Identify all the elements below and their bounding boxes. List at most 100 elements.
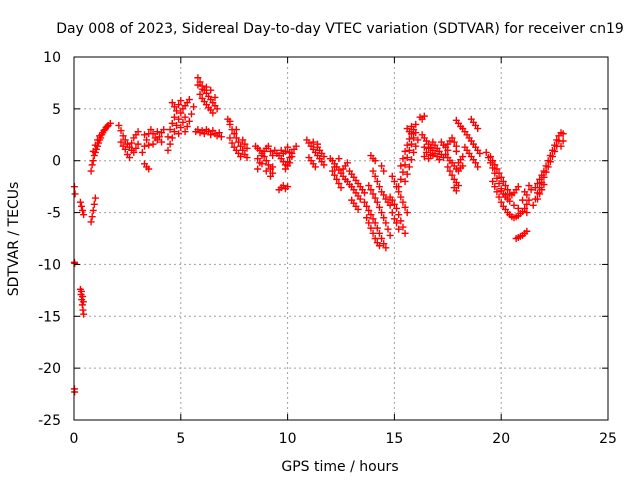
data-point bbox=[288, 153, 296, 161]
data-point bbox=[386, 231, 394, 239]
data-point bbox=[367, 186, 375, 194]
data-point bbox=[243, 144, 251, 152]
data-point bbox=[103, 122, 111, 130]
data-point bbox=[164, 146, 172, 154]
data-point bbox=[335, 155, 343, 163]
data-point bbox=[143, 136, 151, 144]
data-point bbox=[239, 136, 247, 144]
data-point bbox=[175, 130, 183, 138]
data-point bbox=[367, 211, 375, 219]
data-point bbox=[77, 287, 85, 295]
data-point bbox=[401, 203, 409, 211]
data-point bbox=[420, 112, 428, 120]
data-point bbox=[534, 180, 542, 188]
data-point bbox=[544, 157, 552, 165]
data-point bbox=[314, 140, 322, 148]
data-point bbox=[407, 140, 415, 148]
data-point bbox=[523, 209, 531, 217]
data-point bbox=[523, 200, 531, 208]
data-point bbox=[215, 129, 223, 137]
data-point bbox=[88, 161, 96, 169]
data-point bbox=[87, 167, 95, 175]
data-point bbox=[88, 213, 96, 221]
data-point bbox=[158, 138, 166, 146]
data-point bbox=[207, 131, 215, 139]
data-point bbox=[185, 96, 193, 104]
data-point bbox=[354, 205, 362, 213]
data-point bbox=[452, 147, 460, 155]
y-tick-label: -10 bbox=[38, 257, 61, 273]
data-point bbox=[403, 209, 411, 217]
data-point bbox=[491, 161, 499, 169]
data-point bbox=[369, 190, 377, 198]
data-point bbox=[407, 122, 415, 130]
y-tick-label: -15 bbox=[38, 309, 61, 325]
data-point bbox=[267, 172, 275, 180]
data-point bbox=[365, 182, 373, 190]
data-point bbox=[395, 225, 403, 233]
data-point bbox=[181, 113, 189, 121]
data-point bbox=[393, 219, 401, 227]
data-point bbox=[523, 227, 531, 235]
data-point bbox=[474, 125, 482, 133]
data-point bbox=[514, 183, 522, 191]
data-point bbox=[521, 188, 529, 196]
grid-lines bbox=[74, 57, 608, 420]
x-tick-label: 0 bbox=[70, 431, 79, 447]
data-point bbox=[335, 180, 343, 188]
y-tick-label: -20 bbox=[38, 361, 61, 377]
data-point bbox=[454, 182, 462, 190]
data-point bbox=[360, 198, 368, 206]
x-tick-label: 10 bbox=[279, 431, 297, 447]
data-point bbox=[91, 194, 99, 202]
y-tick-label: -5 bbox=[47, 206, 61, 222]
data-point bbox=[525, 182, 533, 190]
x-axis-label: GPS time / hours bbox=[281, 459, 398, 475]
data-point bbox=[237, 153, 245, 161]
data-point bbox=[476, 149, 484, 157]
data-point bbox=[459, 162, 467, 170]
data-point bbox=[448, 171, 456, 179]
data-point bbox=[382, 244, 390, 252]
data-point bbox=[527, 186, 535, 194]
data-point bbox=[397, 217, 405, 225]
data-point bbox=[292, 142, 300, 150]
data-point bbox=[149, 130, 157, 138]
data-point bbox=[384, 225, 392, 233]
data-point bbox=[403, 170, 411, 178]
data-point bbox=[388, 196, 396, 204]
data-point bbox=[262, 167, 270, 175]
data-point bbox=[482, 148, 490, 156]
data-point bbox=[559, 137, 567, 145]
x-tick-label: 20 bbox=[492, 431, 510, 447]
data-point bbox=[80, 211, 88, 219]
data-point bbox=[79, 293, 87, 301]
data-point bbox=[177, 97, 185, 105]
chart-title: Day 008 of 2023, Sidereal Day-to-day VTE… bbox=[56, 21, 624, 37]
data-point bbox=[487, 153, 495, 161]
data-point bbox=[168, 119, 176, 127]
data-point bbox=[504, 186, 512, 194]
data-point bbox=[331, 171, 339, 179]
data-point bbox=[399, 198, 407, 206]
data-point bbox=[553, 136, 561, 144]
data-point bbox=[356, 195, 364, 203]
data-point bbox=[177, 124, 185, 132]
data-point bbox=[403, 154, 411, 162]
data-point bbox=[497, 198, 505, 206]
data-point bbox=[196, 90, 204, 98]
data-point bbox=[232, 126, 240, 134]
data-point bbox=[147, 126, 155, 134]
data-point bbox=[177, 109, 185, 117]
data-point bbox=[493, 174, 501, 182]
data-point bbox=[363, 214, 371, 222]
data-point bbox=[132, 144, 140, 152]
data-point bbox=[166, 126, 174, 134]
data-point bbox=[128, 139, 136, 147]
data-point bbox=[450, 138, 458, 146]
data-point bbox=[395, 183, 403, 191]
data-point bbox=[405, 146, 413, 154]
data-point bbox=[407, 156, 415, 164]
data-point bbox=[540, 181, 548, 189]
